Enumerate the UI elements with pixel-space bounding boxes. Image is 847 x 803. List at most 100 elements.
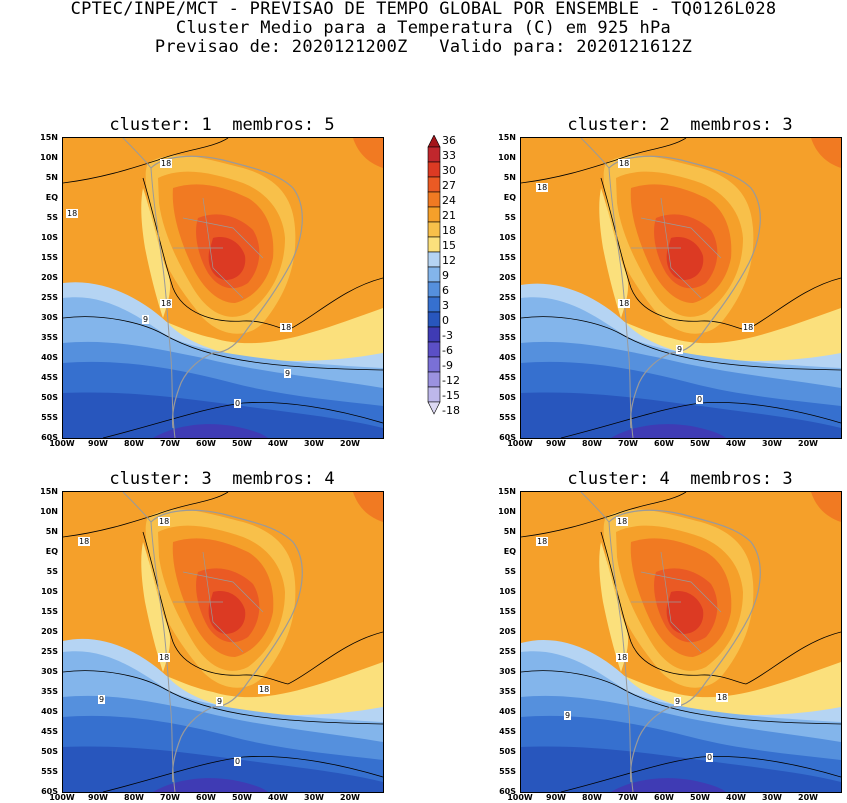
lon-tick-label: 50W [232,439,252,448]
legend-color-swatch [427,281,441,298]
lat-tick-label: 25S [41,647,58,656]
lon-tick-label: 80W [124,439,144,448]
lon-tick-label: 20W [340,793,360,802]
panel-3-title: cluster: 3 membros: 4 [109,469,335,489]
shaded-region-andes-18 [599,542,629,672]
lat-tick-label: 30S [499,313,516,322]
lat-tick-label: 10N [40,153,58,162]
lat-tick-label: 15N [498,133,516,142]
lat-tick-label: 25S [499,647,516,656]
lat-tick-label: EQ [503,547,516,556]
coastline-south-america [608,509,761,783]
lon-tick-label: 80W [124,793,144,802]
coastline-central-america [580,492,610,523]
lat-tick-label: EQ [45,547,58,556]
shaded-region-andes-18 [141,188,171,318]
color-legend [426,134,476,445]
contour-18-andes [600,531,747,685]
lat-tick-label: 5S [46,567,58,576]
legend-level-label: -12 [442,374,460,387]
lat-tick-label: 5S [504,567,516,576]
coastline-south-america [150,155,303,429]
lat-tick-label: 45S [499,373,516,382]
contour-9 [63,316,383,371]
lon-tick-label: 20W [798,439,818,448]
header-line-1: CPTEC/INPE/MCT - PREVISAO DE TEMPO GLOBA… [70,0,777,19]
lat-tick-label: 50S [41,393,58,402]
lon-tick-label: 40W [268,793,288,802]
legend-level-label: 33 [442,149,456,162]
shaded-region-band-0 [521,746,841,792]
lat-tick-label: 10N [498,507,516,516]
legend-level-label: 6 [442,284,449,297]
panel-1-title: cluster: 1 membros: 5 [109,115,335,135]
legend-color-swatch [427,311,441,328]
lon-tick-label: 40W [726,439,746,448]
lat-tick-label: 35S [499,687,516,696]
contour-9 [521,670,841,725]
lat-tick-label: 20S [499,273,516,282]
lat-tick-label: 25S [41,293,58,302]
contour-18-north [521,138,687,184]
lat-tick-label: 20S [41,273,58,282]
contour-value-label: 18 [742,323,755,332]
legend-color-swatch [427,146,441,163]
contour-value-label: 9 [142,315,150,324]
contour-18-south [287,631,383,685]
lat-tick-label: 50S [499,393,516,402]
contour-value-label: 18 [536,183,549,192]
shaded-region-n-hem-warm [353,138,383,168]
contour-18-north [521,492,687,538]
contour-value-label: 18 [618,159,631,168]
lat-tick-label: 10N [40,507,58,516]
temperature-map-4 [521,492,841,792]
legend-level-label: 27 [442,179,456,192]
lon-tick-label: 40W [726,793,746,802]
country-borders [173,197,264,299]
lat-tick-label: 15S [41,607,58,616]
lat-tick-label: 15N [40,487,58,496]
lat-tick-label: 40S [41,707,58,716]
shaded-region-band-0 [63,392,383,438]
legend-level-label: 3 [442,299,449,312]
legend-level-label: 12 [442,254,456,267]
lon-tick-label: 90W [88,793,108,802]
legend-top-arrow [427,134,441,148]
shaded-region-band-0 [521,392,841,438]
legend-level-label: 0 [442,314,449,327]
lon-tick-label: 30W [304,793,324,802]
lat-tick-label: 30S [41,313,58,322]
lat-tick-label: 10S [499,233,516,242]
lat-tick-label: 60S [41,433,58,442]
header-line-2: Cluster Medio para a Temperatura (C) em … [175,18,672,38]
legend-level-label: -15 [442,389,460,402]
legend-color-swatch [427,296,441,313]
lat-tick-label: 55S [41,767,58,776]
lon-tick-label: 20W [798,793,818,802]
lat-tick-label: 10N [498,153,516,162]
legend-bottom-arrow [427,401,441,415]
lon-tick-label: 100W [507,439,533,448]
coastline-central-america [122,492,152,523]
lat-tick-label: 45S [41,727,58,736]
lat-tick-label: 40S [41,353,58,362]
contour-18-andes [142,177,289,331]
lat-tick-label: 15N [40,133,58,142]
legend-level-label: 9 [442,269,449,282]
country-borders [631,197,722,299]
contour-value-label: 18 [536,537,549,546]
map-panel-4 [520,491,842,793]
legend-color-swatch [427,326,441,343]
lon-tick-label: 40W [268,439,288,448]
map-panel-2 [520,137,842,439]
legend-color-swatch [427,386,441,403]
lat-tick-label: 35S [41,687,58,696]
shaded-region-n-hem-warm [811,492,841,522]
lat-tick-label: 40S [499,353,516,362]
lat-tick-label: 45S [499,727,516,736]
shaded-region-band-neg3 [153,778,268,792]
lat-tick-label: 60S [41,787,58,796]
lat-tick-label: 55S [499,413,516,422]
lon-tick-label: 90W [88,439,108,448]
contour-value-label: 18 [78,537,91,546]
